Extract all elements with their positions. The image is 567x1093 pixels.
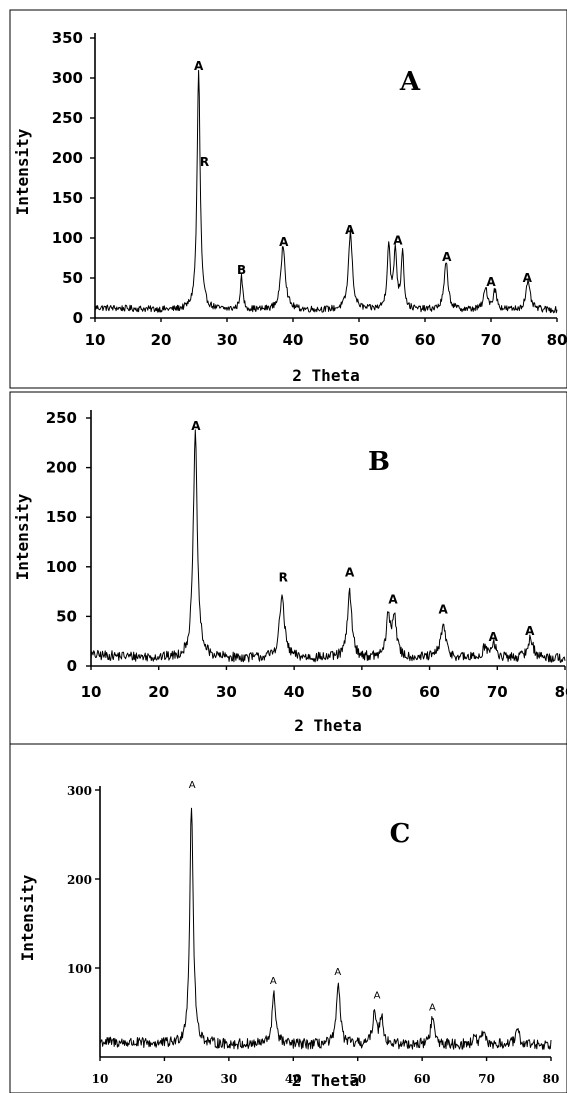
x-tick-label: 50 bbox=[351, 683, 372, 701]
xrd-series-line bbox=[90, 429, 566, 663]
peak-label-a: A bbox=[429, 1003, 436, 1014]
x-tick-label: 20 bbox=[151, 331, 172, 349]
x-axis-title: 2 Theta bbox=[292, 366, 359, 385]
x-tick-label: 10 bbox=[92, 1072, 109, 1086]
x-tick-label: 30 bbox=[216, 683, 237, 701]
y-tick-label: 150 bbox=[46, 508, 77, 526]
x-tick-label: 80 bbox=[547, 331, 567, 349]
peak-label-r: R bbox=[200, 155, 209, 169]
y-tick-label: 100 bbox=[46, 558, 77, 576]
y-tick-label: 0 bbox=[73, 309, 83, 327]
y-tick-label: 50 bbox=[56, 607, 77, 625]
x-tick-label: 50 bbox=[349, 1072, 366, 1086]
y-tick-label: 300 bbox=[52, 69, 83, 87]
peak-label-b: B bbox=[237, 263, 246, 277]
x-tick-label: 60 bbox=[415, 331, 436, 349]
y-axis-title: Intensity bbox=[13, 128, 32, 215]
y-tick-label: 300 bbox=[67, 784, 92, 798]
peak-label-a: A bbox=[523, 271, 533, 285]
x-tick-label: 40 bbox=[284, 683, 305, 701]
peak-label-a: A bbox=[442, 250, 452, 264]
xrd-panel-c: 10 20 30 40 50 60 70 80 300 200 100 2 Theta Intensit… bbox=[9, 743, 567, 1093]
peak-label-a: A bbox=[345, 223, 355, 237]
y-tick-label: 250 bbox=[46, 409, 77, 427]
y-tick-label: 100 bbox=[52, 229, 83, 247]
peak-label-a: A bbox=[486, 275, 496, 289]
panel-letter: C bbox=[390, 819, 411, 849]
x-tick-label: 70 bbox=[478, 1072, 495, 1086]
xrd-series-line bbox=[99, 807, 552, 1050]
peak-label-a: A bbox=[393, 233, 403, 247]
panel-border bbox=[9, 9, 567, 389]
y-tick-label: 50 bbox=[62, 269, 83, 287]
x-tick-label: 60 bbox=[414, 1072, 431, 1086]
x-tick-label: 10 bbox=[81, 683, 102, 701]
y-tick-label: 0 bbox=[67, 657, 77, 675]
peak-label-a: A bbox=[279, 235, 289, 249]
y-tick-label: 250 bbox=[52, 109, 83, 127]
peak-label-a: A bbox=[334, 967, 341, 978]
x-tick-label: 10 bbox=[85, 331, 106, 349]
x-tick-label: 30 bbox=[221, 1072, 238, 1086]
peak-label-a: A bbox=[194, 59, 204, 73]
y-tick-label: 200 bbox=[67, 873, 92, 887]
peak-label-a: A bbox=[489, 630, 499, 644]
x-tick-label: 40 bbox=[283, 331, 304, 349]
y-tick-label: 200 bbox=[52, 149, 83, 167]
y-axis-title: Intensity bbox=[13, 493, 32, 580]
y-tick-label: 150 bbox=[52, 189, 83, 207]
peak-label-a: A bbox=[189, 780, 196, 791]
x-tick-label: 20 bbox=[156, 1072, 173, 1086]
x-tick-label: 70 bbox=[481, 331, 502, 349]
y-axis-title: Intensity bbox=[18, 874, 37, 961]
peak-label-a: A bbox=[438, 602, 448, 616]
y-tick-label: 350 bbox=[52, 29, 83, 47]
peak-label-r: R bbox=[279, 571, 288, 585]
x-tick-label: 70 bbox=[487, 683, 508, 701]
x-axis-title: 2 Theta bbox=[292, 1071, 359, 1090]
xrd-panel-b: 10 20 30 40 50 60 70 80 0 50 100 150 200 250 2 Theta In… bbox=[9, 391, 567, 745]
peak-label-a: A bbox=[345, 566, 355, 580]
xrd-panel-a: 10 20 30 40 50 60 70 80 0 50 100 150 200 250 300 350 2 T… bbox=[9, 9, 567, 389]
x-tick-label: 20 bbox=[148, 683, 169, 701]
x-tick-label: 40 bbox=[285, 1072, 302, 1086]
x-tick-label: 30 bbox=[217, 331, 238, 349]
peak-label-a: A bbox=[388, 593, 398, 607]
x-tick-label: 80 bbox=[555, 683, 567, 701]
peak-label-a: A bbox=[270, 976, 277, 987]
x-tick-label: 80 bbox=[543, 1072, 560, 1086]
y-tick-label: 100 bbox=[67, 962, 92, 976]
peak-label-a: A bbox=[374, 990, 381, 1001]
xrd-series-line bbox=[94, 69, 558, 314]
peak-label-a: A bbox=[525, 624, 535, 638]
panel-letter: A bbox=[399, 67, 421, 97]
peak-label-a: A bbox=[191, 419, 201, 433]
panel-border bbox=[9, 743, 567, 1093]
x-tick-label: 60 bbox=[419, 683, 440, 701]
x-tick-label: 50 bbox=[349, 331, 370, 349]
y-tick-label: 200 bbox=[46, 459, 77, 477]
panel-letter: B bbox=[368, 447, 390, 477]
x-axis-title: 2 Theta bbox=[294, 716, 361, 735]
